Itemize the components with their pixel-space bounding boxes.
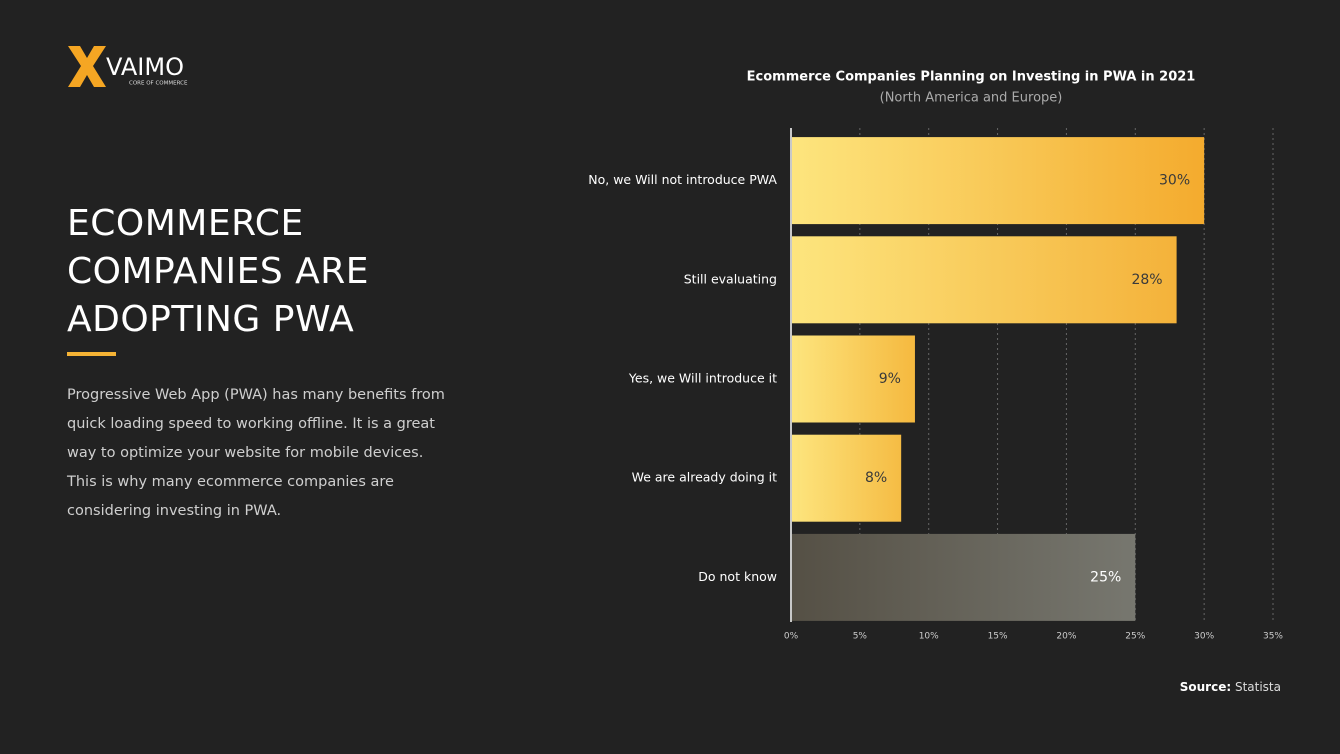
logo-icon <box>68 46 106 87</box>
category-label: No, we Will not introduce PWA <box>588 172 777 187</box>
bar <box>792 335 915 423</box>
headline-line: ADOPTING PWA <box>67 299 355 340</box>
x-tick-label: 0% <box>784 632 799 642</box>
category-label: We are already doing it <box>632 470 777 485</box>
x-tick-label: 5% <box>853 632 868 642</box>
x-tick-label: 25% <box>1125 632 1145 642</box>
logo-tagline: CORE OF COMMERCE <box>129 81 188 87</box>
x-tick-label: 30% <box>1194 632 1214 642</box>
x-tick-label: 10% <box>919 632 939 642</box>
x-tick-label: 35% <box>1263 632 1283 642</box>
logo-name: VAIMO <box>106 53 184 81</box>
category-label: Do not know <box>698 569 777 584</box>
value-label: 28% <box>1131 272 1162 288</box>
value-label: 30% <box>1159 173 1190 189</box>
source-text: Statista <box>1234 680 1281 694</box>
headline-line: COMPANIES ARE <box>67 251 370 292</box>
bar <box>792 434 902 522</box>
headline: ECOMMERCE COMPANIES ARE ADOPTING PWA <box>67 200 369 344</box>
category-label: Still evaluating <box>684 271 777 286</box>
bar <box>792 137 1205 225</box>
category-label: Yes, we Will introduce it <box>628 371 777 386</box>
value-label: 8% <box>865 470 887 486</box>
headline-line: ECOMMERCE <box>67 203 304 244</box>
x-tick-label: 15% <box>988 632 1008 642</box>
bar <box>792 533 1136 621</box>
body-text: Progressive Web App (PWA) has many benef… <box>67 387 445 519</box>
value-label: 9% <box>879 371 901 387</box>
bar <box>792 236 1177 324</box>
value-label: 25% <box>1090 569 1121 585</box>
source-label: Source: <box>1179 680 1232 694</box>
chart-subtitle: (North America and Europe) <box>880 91 1063 106</box>
x-tick-label: 20% <box>1056 632 1076 642</box>
source: Source: Statista <box>1180 680 1281 694</box>
accent-rule <box>67 352 116 356</box>
chart-title: Ecommerce Companies Planning on Investin… <box>747 70 1196 85</box>
